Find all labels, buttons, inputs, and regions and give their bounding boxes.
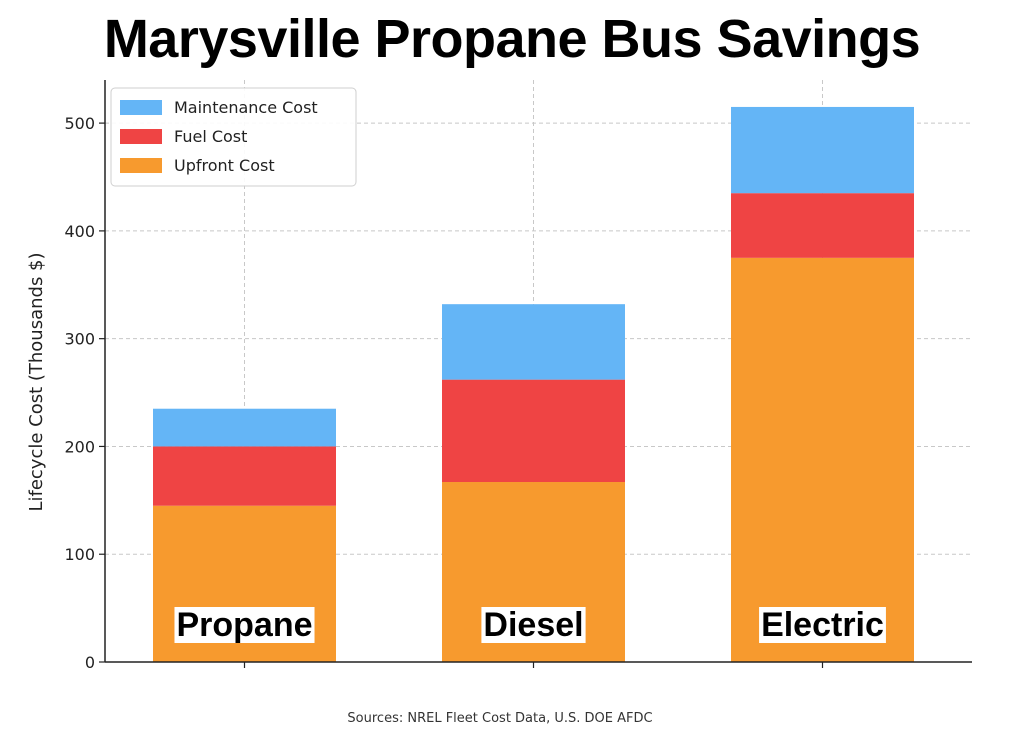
bar-segment-maintenance-cost-electric	[731, 106, 914, 194]
y-tick-label: 500	[64, 114, 95, 133]
chart-title: Marysville Propane Bus Savings	[103, 9, 921, 69]
source-note: Sources: NREL Fleet Cost Data, U.S. DOE …	[347, 711, 653, 726]
category-label-box	[174, 607, 315, 643]
legend-label: Fuel Cost	[174, 127, 247, 146]
y-tick-label: 300	[64, 330, 95, 349]
axes: 0 100 200 300 400 500	[64, 80, 972, 672]
legend-swatch	[120, 158, 162, 173]
legend-box	[110, 87, 357, 187]
y-tick-label: 100	[64, 545, 95, 564]
y-tick-label: 200	[64, 437, 95, 456]
bar-segment-maintenance-cost-propane	[153, 408, 336, 447]
bar-segment-fuel-cost-propane	[153, 446, 336, 506]
category-label-text: Propane	[176, 606, 312, 644]
category-label-box	[481, 607, 586, 643]
y-axis-label: Lifecycle Cost (Thousands $)	[26, 252, 47, 511]
bar-segment-fuel-cost-electric	[731, 193, 914, 258]
legend: Maintenance Cost Fuel Cost Upfront Cost	[110, 87, 357, 187]
bars	[153, 106, 914, 662]
category-label-text: Diesel	[483, 606, 583, 644]
category-label-text: Electric	[761, 606, 884, 644]
bar-segment-maintenance-cost-diesel	[442, 304, 625, 380]
category-label-electric: Electric	[759, 606, 886, 644]
bar-segment-upfront-cost-electric	[731, 257, 914, 662]
category-label-propane: Propane	[174, 606, 315, 644]
legend-swatch	[120, 100, 162, 115]
y-tick-label: 0	[85, 653, 95, 672]
bar-segment-fuel-cost-diesel	[442, 379, 625, 483]
y-tick-label: 400	[64, 222, 95, 241]
category-label-diesel: Diesel	[481, 606, 586, 644]
legend-label: Maintenance Cost	[174, 98, 318, 117]
legend-label: Upfront Cost	[174, 156, 275, 175]
category-labels: Propane Diesel Electric	[174, 606, 886, 644]
legend-swatch	[120, 129, 162, 144]
category-label-box	[759, 607, 886, 643]
